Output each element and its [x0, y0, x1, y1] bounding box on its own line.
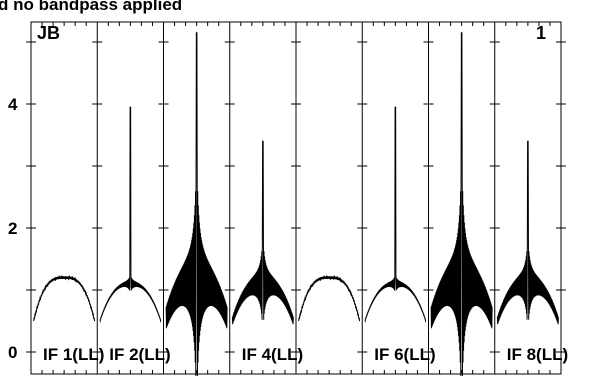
panel-labels: IF 1(LL) IF 2(LL) IF 4(LL) IF 6(LL) IF 8(LL)	[43, 345, 568, 364]
panel-dividers	[96, 22, 496, 374]
series-line-6	[364, 106, 427, 323]
series-line-4	[231, 140, 294, 325]
y-axis-tick-labels: 0 2 4	[8, 95, 18, 362]
series-group	[33, 32, 559, 376]
y-tick-label: 0	[8, 343, 17, 362]
series-line-8	[496, 140, 559, 325]
panel-label: IF 8(LL)	[507, 345, 568, 364]
panel-label: IF 6(LL)	[374, 345, 435, 364]
antenna-label: JB	[37, 23, 60, 43]
panel-label: IF 1(LL)	[43, 345, 104, 364]
y-tick-label: 2	[8, 219, 17, 238]
axis-ticks	[26, 22, 566, 374]
panel-label: IF 2(LL)	[109, 345, 170, 364]
corner-number: 1	[536, 23, 546, 43]
series-line-1	[33, 274, 96, 322]
series-line-3	[165, 32, 228, 376]
panel-label: IF 4(LL)	[242, 345, 303, 364]
series-line-7	[430, 32, 493, 376]
chart-title: d no bandpass applied	[0, 0, 182, 14]
y-tick-label: 4	[8, 95, 18, 114]
series-line-2	[99, 106, 162, 323]
series-line-5	[298, 274, 361, 322]
